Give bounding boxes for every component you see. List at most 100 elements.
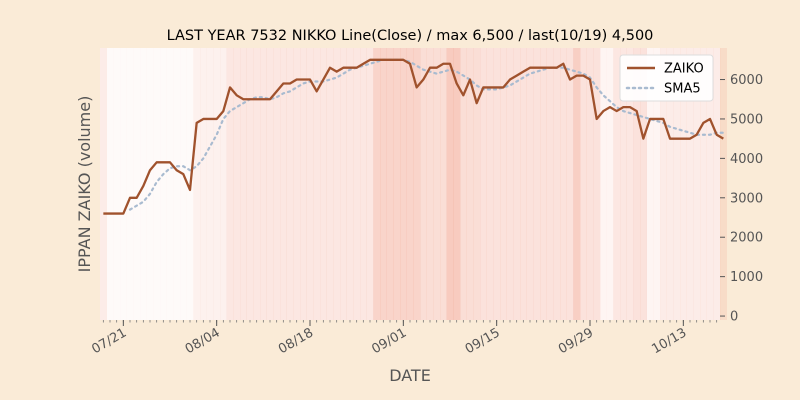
- shade-band-day-32: [313, 48, 321, 320]
- shade-band-day-15: [200, 48, 207, 320]
- shade-band-day-90: [700, 48, 707, 320]
- shade-band-day-49: [426, 48, 434, 320]
- shade-band-day-23: [253, 48, 261, 320]
- shade-band-day-45: [400, 48, 407, 320]
- shade-band-day-53: [453, 48, 461, 320]
- shade-band-day-92: [713, 48, 721, 320]
- shade-band-day-73: [586, 48, 594, 320]
- series-line-sma5: [128, 58, 725, 211]
- shade-band-day-54: [460, 48, 467, 320]
- shade-band-day-57: [480, 48, 487, 320]
- shade-band-day-11: [173, 48, 181, 320]
- shade-band-day-43: [386, 48, 394, 320]
- shade-band-day-40: [366, 48, 374, 320]
- shade-band-day-24: [260, 48, 267, 320]
- shade-band-day-60: [500, 48, 507, 320]
- y-tick-label: 6000: [730, 73, 763, 88]
- shade-band-day-69: [560, 48, 567, 320]
- shade-band-day-48: [420, 48, 427, 320]
- shade-band-day-91: [706, 48, 714, 320]
- shade-band-day-12: [180, 48, 187, 320]
- x-axis-label: DATE: [389, 366, 431, 385]
- shade-band-day-46: [406, 48, 414, 320]
- shade-band-day-65: [533, 48, 541, 320]
- shade-band-day-78: [620, 48, 627, 320]
- shade-band-day-83: [653, 48, 661, 320]
- shade-band-day-66: [540, 48, 547, 320]
- plot-background: [100, 48, 720, 320]
- shade-band-day-82: [646, 48, 654, 320]
- legend-label-sma5: SMA5: [664, 82, 701, 97]
- legend: ZAIKO SMA5: [619, 54, 714, 102]
- shade-band-day-9: [160, 48, 167, 320]
- y-axis-label: IPPAN ZAIKO (volume): [75, 96, 94, 273]
- shade-band-day-17: [213, 48, 221, 320]
- shade-band-day-2: [113, 48, 121, 320]
- shade-band-day-67: [546, 48, 554, 320]
- shade-band-day-1: [106, 48, 114, 320]
- series-lines: [103, 58, 725, 215]
- shade-band-day-63: [520, 48, 527, 320]
- y-tick-label: 1000: [730, 270, 763, 285]
- shade-band-day-19: [226, 48, 234, 320]
- y-tick-label: 2000: [730, 231, 763, 246]
- plot-area: [100, 48, 727, 320]
- shade-band-day-59: [493, 48, 501, 320]
- shade-band-day-72: [580, 48, 587, 320]
- shade-band-day-93: [720, 48, 727, 320]
- shade-band-day-71: [573, 48, 581, 320]
- legend-box: [619, 54, 714, 102]
- y-axis: 0 1000 2000 3000 4000 5000 6000: [720, 73, 763, 325]
- shading-bands: [100, 48, 727, 320]
- legend-label-zaiko: ZAIKO: [664, 62, 704, 77]
- shade-band-day-34: [326, 48, 334, 320]
- shade-band-day-62: [513, 48, 521, 320]
- shade-band-day-44: [393, 48, 401, 320]
- shade-band-day-0: [100, 48, 107, 320]
- shade-band-day-18: [220, 48, 227, 320]
- shade-band-day-37: [346, 48, 354, 320]
- shade-band-day-76: [606, 48, 614, 320]
- shade-band-day-55: [466, 48, 474, 320]
- shade-band-day-77: [613, 48, 621, 320]
- shade-band-day-89: [693, 48, 701, 320]
- y-tick-label: 4000: [730, 152, 763, 167]
- shade-band-day-16: [206, 48, 214, 320]
- shade-band-day-79: [626, 48, 634, 320]
- shade-band-day-33: [320, 48, 327, 320]
- shade-band-day-27: [280, 48, 287, 320]
- shade-band-day-74: [593, 48, 601, 320]
- shade-band-day-58: [486, 48, 494, 320]
- shade-band-day-56: [473, 48, 481, 320]
- shade-band-day-20: [233, 48, 241, 320]
- shade-band-day-68: [553, 48, 561, 320]
- shade-band-day-21: [240, 48, 247, 320]
- shade-band-day-4: [126, 48, 134, 320]
- shade-band-day-35: [333, 48, 341, 320]
- shade-band-day-85: [666, 48, 674, 320]
- y-tick-label: 0: [730, 310, 738, 325]
- y-tick-label: 5000: [730, 112, 763, 127]
- shade-band-day-64: [526, 48, 534, 320]
- shade-band-day-86: [673, 48, 681, 320]
- shade-band-day-14: [193, 48, 201, 320]
- shade-band-day-61: [506, 48, 514, 320]
- shade-band-day-36: [340, 48, 347, 320]
- series-line-zaiko: [103, 58, 724, 215]
- shade-band-day-70: [566, 48, 574, 320]
- shade-band-day-31: [306, 48, 314, 320]
- shade-band-day-5: [133, 48, 141, 320]
- shade-band-day-38: [353, 48, 361, 320]
- shade-band-day-22: [246, 48, 254, 320]
- shade-band-day-3: [120, 48, 127, 320]
- shade-band-day-75: [600, 48, 607, 320]
- y-tick-label: 3000: [730, 191, 763, 206]
- shade-band-day-84: [660, 48, 667, 320]
- shade-band-day-42: [380, 48, 387, 320]
- shade-band-day-25: [266, 48, 274, 320]
- shade-band-day-28: [286, 48, 294, 320]
- shade-band-day-41: [373, 48, 381, 320]
- shade-band-day-52: [446, 48, 454, 320]
- shade-band-day-47: [413, 48, 421, 320]
